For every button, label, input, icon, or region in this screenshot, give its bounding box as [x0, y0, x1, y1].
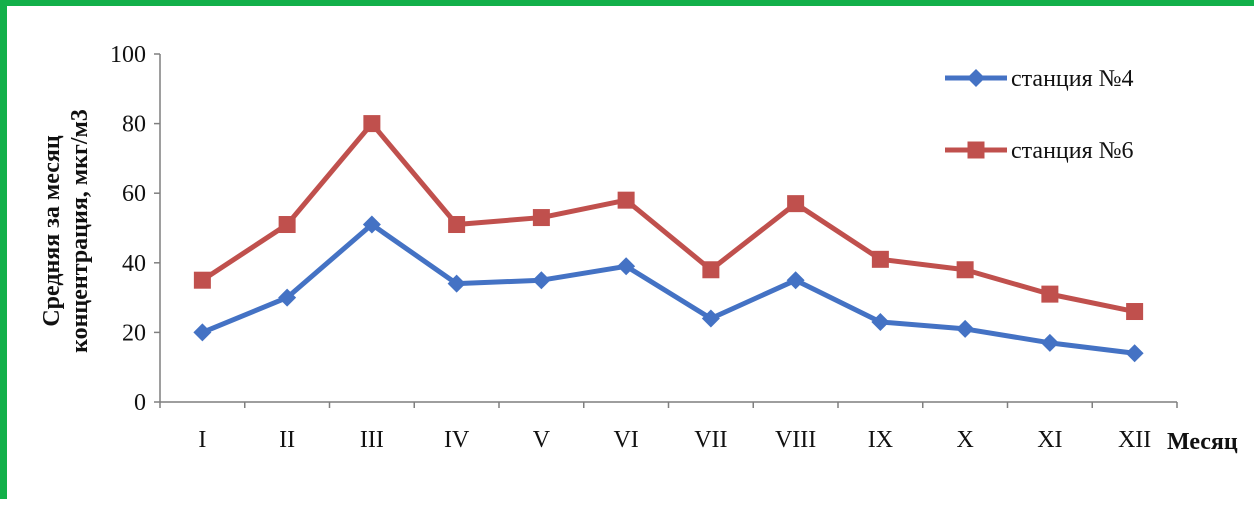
- x-tick-label: III: [360, 427, 384, 453]
- data-point: [1125, 344, 1144, 363]
- x-tick-label: V: [533, 427, 551, 453]
- data-point: [1041, 285, 1059, 303]
- data-point: [193, 271, 211, 289]
- data-point: [617, 191, 635, 209]
- x-axis-title: Месяц: [1167, 429, 1238, 455]
- y-tick-label: 80: [122, 112, 146, 138]
- series-2: [193, 115, 1144, 321]
- data-point: [871, 250, 889, 268]
- data-point: [278, 288, 297, 307]
- x-tick-label: II: [279, 427, 295, 453]
- legend-label: станция №6: [1011, 138, 1134, 164]
- data-point: [532, 271, 551, 290]
- legend-marker: [967, 69, 985, 87]
- data-point: [448, 216, 466, 234]
- legend-marker: [967, 141, 985, 159]
- legend-item: станция №4: [945, 66, 1134, 92]
- x-tick-labels: I II III IV V VI VII VIII IX X XI XII: [198, 427, 1151, 453]
- data-point: [278, 216, 296, 234]
- x-tick-label: IX: [868, 427, 893, 453]
- x-tick-label: I: [198, 427, 206, 453]
- data-point: [787, 195, 805, 213]
- x-tick-label: VII: [694, 427, 727, 453]
- data-point: [363, 115, 381, 133]
- x-tick-label: X: [956, 427, 973, 453]
- series-line: [201, 121, 1136, 314]
- y-axis-title: Средняя за месяц концентрация, мкг/м3: [39, 109, 93, 353]
- y-tick-label: 60: [122, 181, 146, 207]
- legend-label: станция №4: [1011, 66, 1134, 92]
- series-layer: [193, 115, 1144, 363]
- x-tick-label: XI: [1037, 427, 1062, 453]
- series-line: [201, 222, 1135, 356]
- y-tick-labels: 0 20 40 60 80 100: [110, 42, 146, 416]
- x-tick-label: IV: [444, 427, 470, 453]
- data-point: [702, 261, 720, 279]
- y-tick-label: 40: [122, 251, 146, 277]
- data-point: [871, 312, 890, 331]
- x-tick-label: XII: [1118, 427, 1151, 453]
- x-tick-label: VIII: [775, 427, 816, 453]
- y-tick-label: 100: [110, 42, 146, 68]
- data-point: [1040, 333, 1059, 352]
- y-tick-label: 20: [122, 320, 146, 346]
- data-point: [362, 215, 381, 234]
- axes: [154, 53, 1178, 408]
- line-chart: Средняя за месяц концентрация, мкг/м3 Ме…: [39, 42, 1238, 455]
- data-point: [532, 209, 550, 227]
- data-point: [956, 261, 974, 279]
- data-point: [1126, 303, 1144, 321]
- data-point: [617, 257, 636, 276]
- x-tick-label: VI: [613, 427, 638, 453]
- y-tick-label: 0: [134, 390, 146, 416]
- data-point: [956, 319, 975, 338]
- data-point: [193, 323, 212, 342]
- series-1: [193, 215, 1144, 363]
- legend-item: станция №6: [945, 138, 1134, 164]
- y-axis-title-line-1: Средняя за месяц: [39, 135, 65, 327]
- data-point: [786, 271, 805, 290]
- y-axis-title-line-2: концентрация, мкг/м3: [67, 109, 93, 353]
- data-point: [701, 309, 720, 328]
- legend: станция №4 станция №6: [945, 66, 1134, 164]
- data-point: [447, 274, 466, 293]
